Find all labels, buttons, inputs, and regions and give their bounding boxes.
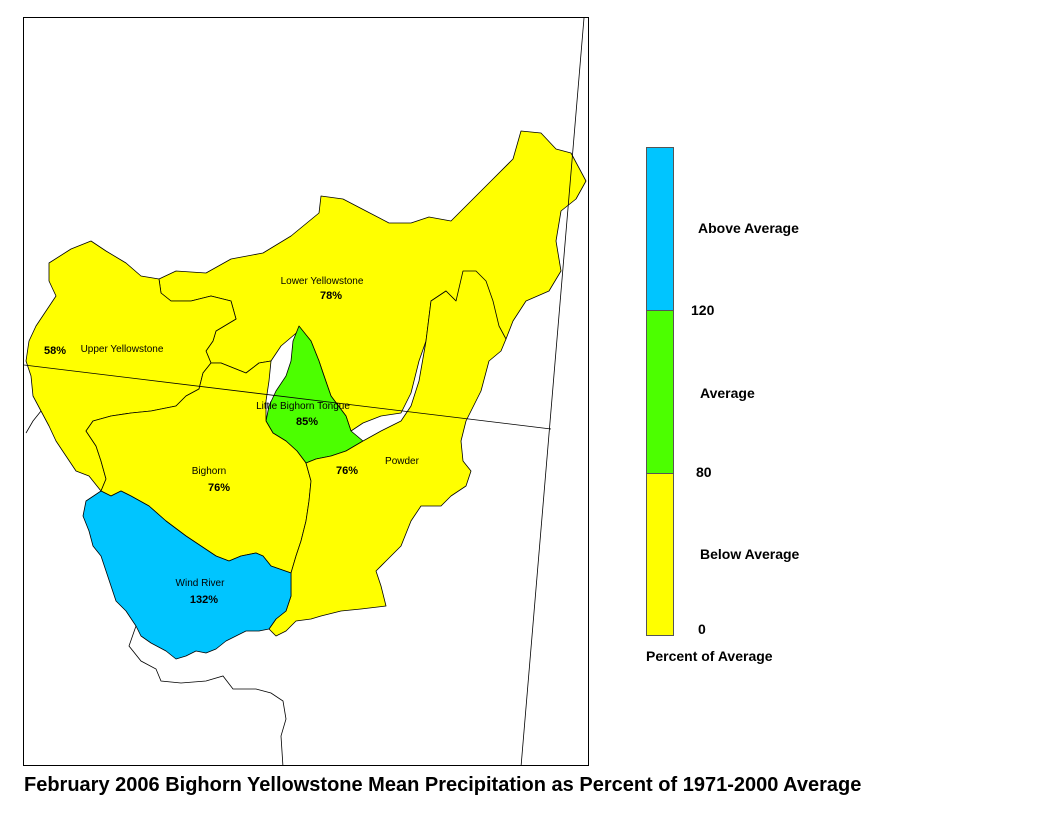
legend-label-below-average: Below Average [700, 546, 800, 562]
map-title: February 2006 Bighorn Yellowstone Mean P… [24, 774, 862, 796]
outline-south [128, 625, 287, 765]
legend-label-average: Average [700, 385, 755, 401]
value-bighorn: 76% [208, 482, 230, 494]
label-little-bighorn-tongue: Little Bighorn Tongue [256, 401, 350, 412]
basin-map: Lower Yellowstone 78% Upper Yellowstone … [24, 18, 587, 765]
legend-swatch-average [646, 310, 674, 474]
map-frame: Lower Yellowstone 78% Upper Yellowstone … [23, 17, 589, 766]
label-lower-yellowstone: Lower Yellowstone [281, 276, 364, 287]
basin-wind-river[interactable] [82, 490, 292, 660]
legend-break-0: 0 [698, 621, 706, 637]
legend-break-80: 80 [696, 464, 712, 480]
graticule-longitude [520, 18, 585, 765]
value-little-bighorn-tongue: 85% [296, 416, 318, 428]
graticule-latitude [24, 364, 552, 430]
value-wind-river: 132% [190, 594, 218, 606]
label-bighorn: Bighorn [192, 466, 226, 477]
value-powder: 76% [336, 465, 358, 477]
legend-caption: Percent of Average [646, 648, 773, 664]
legend-label-above-average: Above Average [698, 220, 799, 236]
label-powder: Powder [385, 456, 420, 467]
value-upper-yellowstone: 58% [44, 345, 66, 357]
label-upper-yellowstone: Upper Yellowstone [81, 344, 164, 355]
outline-west [25, 410, 42, 434]
legend-swatch-above-average [646, 147, 674, 311]
legend-break-120: 120 [691, 302, 715, 318]
label-wind-river: Wind River [176, 578, 226, 589]
legend-swatch-below-average [646, 473, 674, 636]
value-lower-yellowstone: 78% [320, 290, 342, 302]
